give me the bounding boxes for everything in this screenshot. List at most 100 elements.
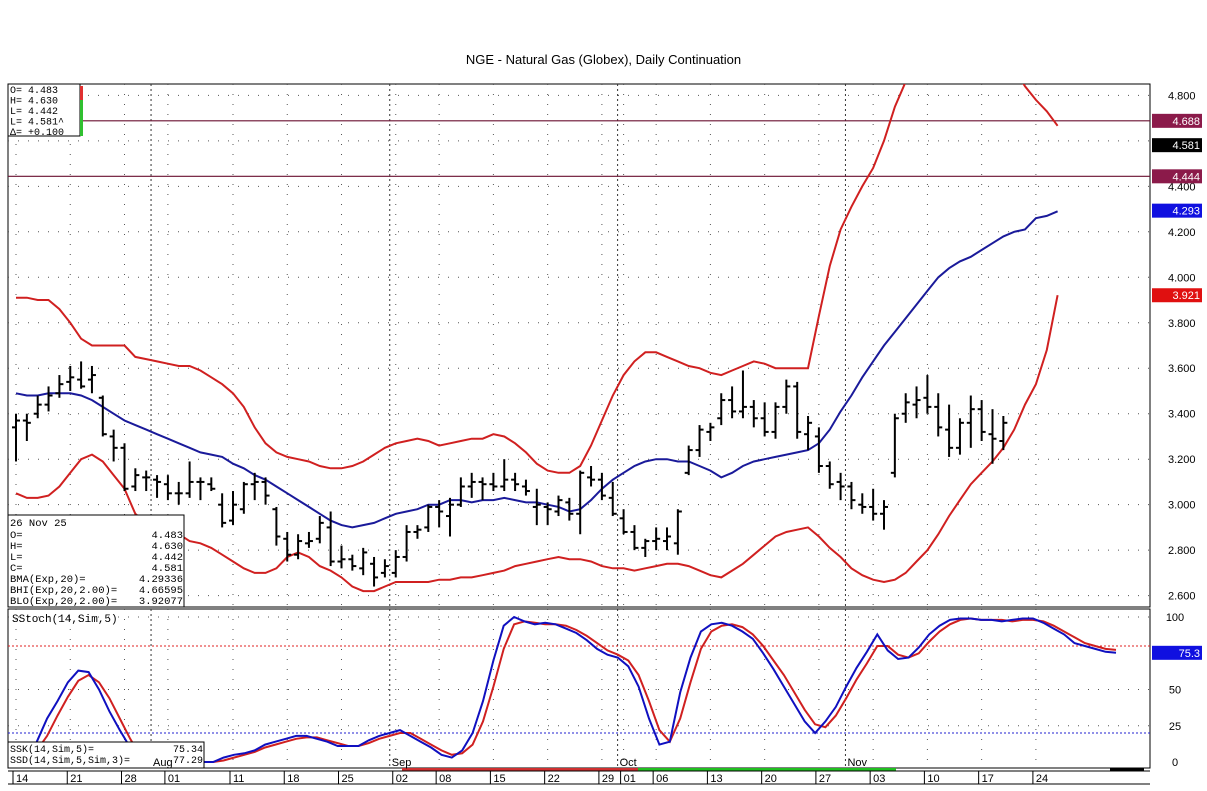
day-label: 21 — [70, 773, 82, 785]
price-axis-label: 4.800 — [1168, 90, 1196, 102]
ohlc-bar — [695, 425, 704, 457]
price-axis-label: 4.000 — [1168, 272, 1196, 284]
info-value: 4.66595 — [139, 585, 183, 597]
ohlc-bar — [87, 365, 96, 394]
ohlc-bar — [771, 402, 780, 439]
ohlc-bar — [814, 427, 823, 473]
ohlc-bar — [977, 400, 986, 442]
day-label: 17 — [982, 773, 994, 785]
ohlc-bar — [804, 415, 813, 451]
ohlc-bar — [261, 477, 270, 505]
day-label: 11 — [233, 773, 244, 785]
ohlc-bar — [142, 470, 151, 492]
cycle-bar-black — [1110, 768, 1144, 771]
ohlc-bar — [196, 477, 205, 501]
day-label: 15 — [493, 773, 505, 785]
ohlc-bar — [120, 443, 129, 492]
ohlc-bar — [33, 395, 42, 419]
ohlc-readout-marker-green — [80, 100, 83, 136]
ohlc-bar — [652, 527, 661, 551]
price-axis-label: 3.200 — [1168, 454, 1196, 466]
value-tag-label: 3.921 — [1172, 290, 1200, 302]
ohlc-bar — [456, 477, 465, 507]
month-label: Nov — [847, 757, 867, 769]
stoch-tag-label: 75.3 — [1179, 648, 1200, 660]
ssd-line — [15, 617, 1117, 763]
ohlc-bar — [489, 472, 498, 492]
ohlc-bar — [229, 491, 237, 526]
price-axis-label: 3.600 — [1168, 363, 1196, 375]
ohlc-bar — [239, 481, 248, 514]
ohlc-readout-line: H= 4.630 — [10, 97, 58, 108]
ohlc-bar — [77, 361, 86, 389]
value-tag-bg — [1152, 113, 1202, 128]
ohlc-bar — [543, 502, 552, 526]
ohlc-bar — [565, 497, 574, 521]
lower-band-line — [15, 295, 1059, 593]
price-axis-label: 4.200 — [1168, 227, 1196, 239]
info-readout-box — [7, 514, 185, 608]
day-label: 22 — [548, 773, 560, 785]
ohlc-bar — [326, 511, 335, 567]
ohlc-bar — [511, 472, 520, 492]
ohlc-readout-line: Δ= +0.100 — [10, 128, 64, 139]
day-label: 08 — [439, 773, 451, 785]
ohlc-bar — [793, 381, 802, 439]
ohlc-bar — [880, 500, 888, 530]
ohlc-bar — [370, 556, 379, 587]
day-label: 01 — [168, 773, 180, 785]
month-label: Oct — [620, 757, 637, 769]
info-value: 4.630 — [151, 541, 183, 553]
price-axis-label: 4.400 — [1168, 181, 1196, 193]
ohlc-bar — [272, 506, 281, 546]
ohlc-bar — [413, 525, 422, 539]
ohlc-readout-box — [7, 83, 81, 137]
ohlc-bar — [55, 375, 64, 398]
day-label: 06 — [656, 773, 668, 785]
info-label: H= — [10, 541, 23, 553]
ohlc-bar — [315, 516, 324, 544]
price-plot-group — [12, 84, 1059, 593]
day-label: 13 — [710, 773, 722, 785]
ohlc-bar — [66, 365, 75, 391]
info-label: BLO(Exp,20,2.00)= — [10, 596, 117, 608]
cycle-bar-red — [402, 768, 638, 771]
info-value: 4.442 — [151, 552, 183, 564]
ohlc-bar — [207, 477, 216, 492]
stoch-readout-value: 75.34 — [173, 745, 203, 756]
ohlc-bar — [847, 481, 856, 510]
ohlc-bar — [619, 509, 628, 535]
price-axis-label: 3.800 — [1168, 318, 1196, 330]
value-tag-label: 4.581 — [1172, 140, 1200, 152]
ohlc-bar — [608, 481, 617, 517]
ohlc-bar — [521, 479, 530, 496]
ohlc-bar — [174, 481, 183, 505]
day-label: 14 — [16, 773, 28, 785]
ohlc-bar — [673, 509, 682, 555]
day-label: 28 — [125, 773, 137, 785]
ohlc-bar — [738, 370, 747, 419]
ohlc-bar — [294, 534, 303, 560]
price-axis-label: 3.400 — [1168, 409, 1196, 421]
ohlc-bar — [348, 554, 357, 571]
ohlc-bar — [706, 422, 715, 442]
info-label: C= — [10, 563, 23, 575]
day-label: 20 — [765, 773, 777, 785]
ohlc-bar — [163, 475, 172, 501]
day-label: 29 — [602, 773, 614, 785]
price-axis-label: 2.600 — [1168, 591, 1196, 603]
month-label: Sep — [392, 757, 412, 769]
price-panel-frame — [7, 83, 1151, 608]
ohlc-bar — [402, 525, 411, 562]
ohlc-bar — [98, 395, 107, 437]
ohlc-bar — [478, 477, 487, 501]
stoch-readout-label: SSD(14,Sim,5,Sim,3)= — [10, 755, 130, 767]
value-tag-label: 4.444 — [1172, 171, 1200, 183]
day-label: 24 — [1036, 773, 1048, 785]
info-label: BMA(Exp,20)= — [10, 574, 86, 586]
info-value: 3.92077 — [139, 596, 183, 608]
ohlc-bar — [782, 379, 791, 414]
ohlc-bar — [554, 495, 563, 517]
ohlc-readout-line: O= 4.483 — [10, 86, 58, 97]
